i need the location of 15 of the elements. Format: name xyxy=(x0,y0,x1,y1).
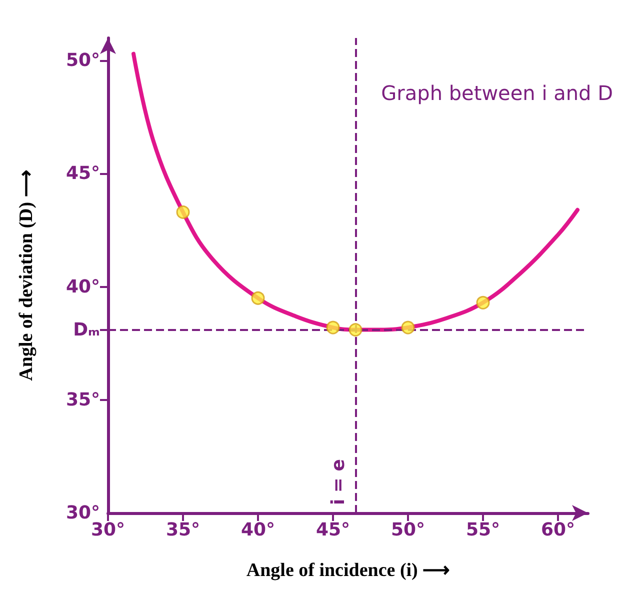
x-axis-title: Angle of incidence (i) ⟶ xyxy=(246,560,450,581)
y-tick-label: Dₘ xyxy=(73,319,100,340)
x-tick-label: 50° xyxy=(390,520,426,540)
y-tick-label: 50° xyxy=(66,50,100,72)
text: Graph between i and D xyxy=(381,81,614,105)
y-tick-label: 35° xyxy=(66,389,100,410)
x-tick-label: 55° xyxy=(466,520,500,540)
ref-line-label: i = e xyxy=(328,459,349,505)
y-axis-title: Angle of deviation (D) ⟶ xyxy=(16,170,37,381)
x-tick-label: 60° xyxy=(540,520,576,540)
y-tick-label: 40° xyxy=(66,276,100,298)
x-tick-label: 40° xyxy=(240,520,276,540)
y-tick-label: 45° xyxy=(66,163,100,184)
x-tick-label: 35° xyxy=(166,520,200,540)
x-tick-label: 45° xyxy=(316,520,350,540)
